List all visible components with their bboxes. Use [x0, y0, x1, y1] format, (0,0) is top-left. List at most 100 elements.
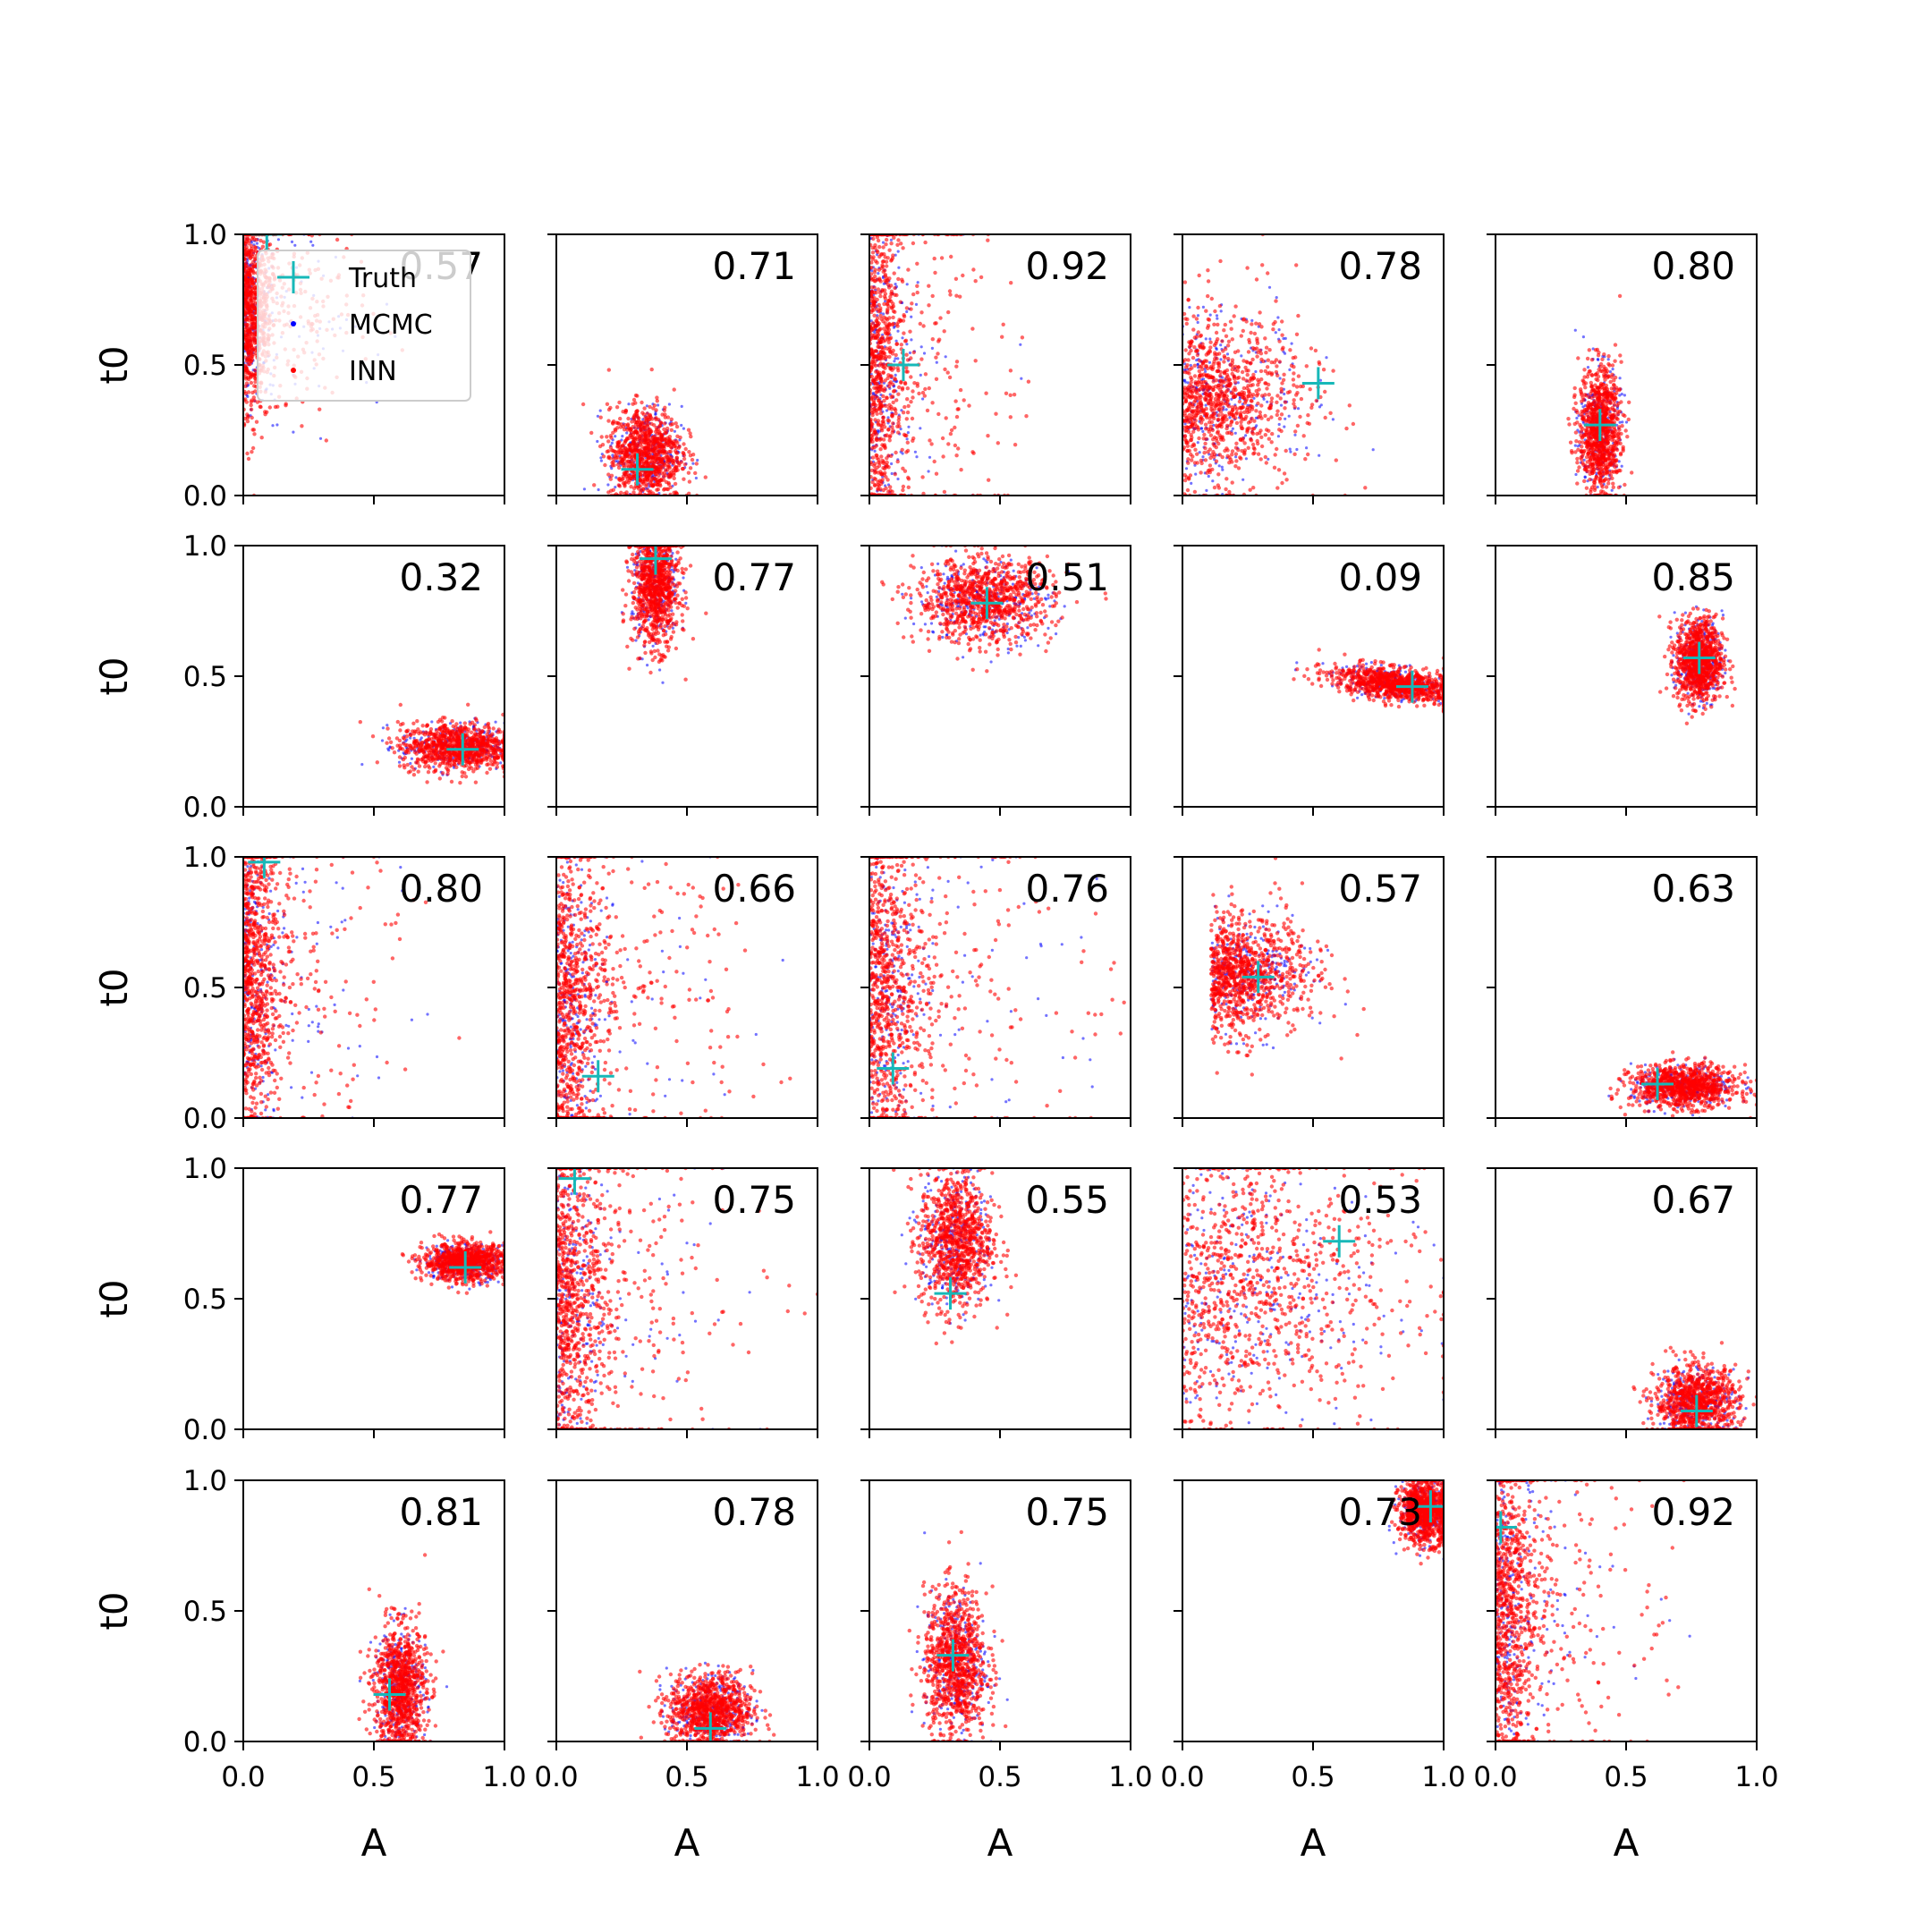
mcmc-point	[1250, 318, 1254, 322]
inn-point	[275, 404, 280, 409]
inn-point	[589, 430, 594, 436]
mcmc-point	[1284, 336, 1287, 340]
mcmc-point	[1190, 481, 1193, 486]
inn-point	[1230, 453, 1234, 457]
inn-point	[663, 468, 668, 472]
inn-point	[1230, 368, 1235, 372]
inn-point	[606, 419, 611, 423]
inn-point	[870, 296, 875, 301]
inn-point	[953, 425, 957, 430]
inn-point	[1334, 458, 1339, 462]
mcmc-point	[680, 404, 683, 408]
mcmc-point	[1186, 381, 1190, 385]
inn-point	[872, 285, 877, 290]
inn-point	[640, 487, 646, 491]
inn-point	[1244, 378, 1249, 383]
inn-point	[1203, 441, 1208, 446]
inn-point	[869, 272, 874, 276]
inn-point	[872, 430, 877, 435]
inn-point	[910, 301, 914, 306]
inn-point	[628, 448, 632, 453]
inn-point	[900, 386, 905, 391]
inn-point	[902, 331, 906, 335]
inn-point	[1198, 359, 1202, 363]
mcmc-point	[935, 360, 938, 364]
inn-point	[1275, 412, 1280, 418]
inn-point	[1239, 406, 1243, 411]
mcmc-point	[919, 373, 922, 377]
inn-point	[622, 447, 626, 453]
mcmc-point	[610, 441, 614, 445]
inn-point	[677, 463, 682, 468]
inn-point	[1256, 452, 1261, 456]
inn-point	[904, 450, 909, 454]
inn-point	[606, 439, 611, 444]
inn-point	[1218, 369, 1224, 375]
inn-point	[1008, 393, 1013, 397]
inn-point	[887, 381, 892, 386]
inn-point	[1224, 376, 1229, 381]
mcmc-point	[1581, 405, 1585, 409]
inn-point	[1256, 441, 1260, 446]
mcmc-point	[309, 240, 313, 243]
inn-point	[1250, 416, 1254, 421]
inn-point	[1245, 410, 1250, 415]
mcmc-point	[914, 302, 919, 306]
mcmc-point	[1277, 328, 1281, 332]
inn-point	[703, 475, 708, 479]
inn-point	[646, 456, 651, 461]
inn-point	[911, 389, 915, 394]
inn-point	[911, 436, 916, 441]
inn-point	[603, 462, 607, 468]
mcmc-point	[596, 439, 599, 444]
inn-point	[1295, 423, 1301, 428]
inn-point	[1239, 456, 1243, 461]
inn-point	[1266, 417, 1271, 422]
inn-point	[892, 366, 896, 370]
mcmc-point	[610, 467, 614, 470]
inn-point	[1238, 412, 1242, 417]
inn-point	[881, 461, 886, 465]
mcmc-point	[1204, 337, 1208, 341]
inn-point	[651, 483, 656, 487]
legend-box	[257, 250, 471, 402]
inn-point	[673, 481, 678, 487]
inn-point	[1186, 358, 1191, 362]
inn-point	[1192, 409, 1198, 413]
inn-point	[1212, 343, 1217, 348]
mcmc-point	[1204, 369, 1208, 373]
y-tick-label: 0.5	[183, 350, 227, 382]
inn-point	[1001, 322, 1005, 326]
inn-point	[878, 313, 883, 318]
inn-point	[1233, 452, 1239, 456]
inn-point	[880, 387, 885, 393]
inn-point	[909, 307, 913, 311]
inn-point	[1208, 345, 1213, 350]
inn-point	[1223, 369, 1227, 374]
inn-point	[1270, 371, 1275, 376]
inn-point	[874, 390, 878, 394]
inn-point	[936, 411, 941, 417]
inn-point	[682, 462, 688, 467]
mcmc-point	[606, 483, 610, 487]
inn-point	[1222, 380, 1226, 385]
inn-point	[1274, 299, 1278, 303]
inn-point	[959, 468, 963, 472]
inn-point	[1199, 379, 1204, 385]
inn-point	[906, 475, 911, 480]
mcmc-point	[1215, 314, 1219, 318]
inn-point	[872, 379, 877, 384]
inn-point	[1217, 453, 1223, 457]
inn-point	[1194, 317, 1199, 321]
inn-point	[870, 455, 876, 460]
inn-point	[1190, 458, 1194, 462]
inn-point	[250, 348, 255, 352]
inn-point	[618, 416, 623, 421]
inn-point	[1277, 416, 1283, 421]
inn-point	[1211, 414, 1216, 419]
inn-point	[1250, 399, 1254, 403]
inn-point	[888, 485, 893, 489]
inn-point	[920, 390, 926, 395]
inn-point	[1250, 346, 1256, 351]
mcmc-point	[1586, 366, 1590, 369]
